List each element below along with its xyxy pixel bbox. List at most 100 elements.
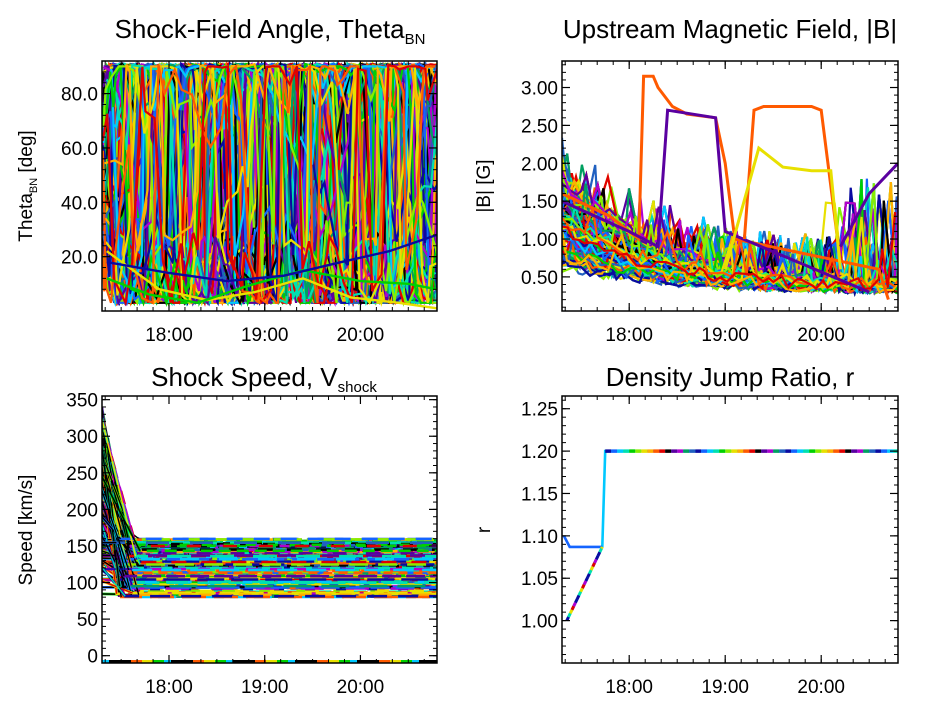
plot-frame-theta <box>101 60 438 312</box>
y-tick-label: 1.00 <box>521 230 558 251</box>
b-highlight-line <box>742 105 842 262</box>
theta-low-series-line <box>106 268 437 305</box>
speed-series-line <box>102 489 437 545</box>
y-tick-label: 1.15 <box>521 484 558 505</box>
y-tick-label: 1.05 <box>521 569 558 590</box>
b-highlight-line <box>839 162 898 248</box>
speed-ramp-line <box>102 459 140 595</box>
x-tick-label: 20:00 <box>797 325 845 346</box>
y-tick-label: 1.20 <box>521 442 558 463</box>
series-group-theta <box>102 61 437 310</box>
theta-series-line <box>102 62 437 304</box>
theta-series-line <box>103 61 437 304</box>
y-tick-label: 1.10 <box>521 527 558 548</box>
b-series-line <box>562 230 898 294</box>
chart-title-density: Density Jump Ratio, r <box>606 362 855 392</box>
y-tick-label: 0.50 <box>521 268 558 289</box>
x-tick-label: 19:00 <box>241 677 289 698</box>
speed-series-line <box>102 421 437 548</box>
x-tick-label: 18:00 <box>145 677 193 698</box>
plot-frame-density <box>561 395 899 664</box>
y-tick-label: 200 <box>66 500 98 521</box>
b-highlight-line <box>723 145 842 270</box>
theta-low-series-line <box>106 233 437 283</box>
x-tick-label: 19:00 <box>701 677 749 698</box>
y-tick-label: 150 <box>66 537 98 558</box>
y-tick-label: 300 <box>66 427 98 448</box>
speed-series-line <box>102 504 437 543</box>
x-tick-label: 18:00 <box>605 325 653 346</box>
axes-b: 18:00 19:00 20:00 0.50 1.00 1.50 2.00 2.50 3.00 <box>521 61 898 346</box>
speed-series-line <box>102 490 437 572</box>
speed-series-line <box>102 497 437 593</box>
y-tick-label: 60.0 <box>61 139 98 160</box>
speed-ramp-line <box>102 566 126 597</box>
x-tick-label: 19:00 <box>241 325 289 346</box>
y-tick-label: 1.00 <box>521 612 558 633</box>
y-tick-label: 2.50 <box>521 116 558 137</box>
series-group-b <box>562 74 898 301</box>
speed-series-line <box>102 461 437 547</box>
y-axis-label-density: r <box>474 526 495 533</box>
y-tick-label: 1.25 <box>521 400 558 421</box>
axes-speed: 18:00 19:00 20:00 0 50 100 150 200 250 300 350 <box>66 391 437 698</box>
speed-series-line <box>102 466 437 546</box>
speed-series-line <box>102 426 437 554</box>
speed-series-line <box>102 458 437 551</box>
speed-series-line <box>102 556 437 561</box>
y-axis-label-speed: Speed [km/s] <box>16 475 37 586</box>
y-axis-label-b: |B| [G] <box>474 159 495 212</box>
speed-series-line <box>102 451 437 549</box>
x-tick-label: 20:00 <box>797 677 845 698</box>
panel-theta-bn: Shock-Field Angle, ThetaBN 18:00 19:00 20:… <box>16 14 438 346</box>
speed-series-line <box>102 428 437 551</box>
speed-series-line <box>102 453 437 541</box>
speed-series-line <box>102 483 437 546</box>
axes-density: 18:00 19:00 20:00 1.00 1.05 1.10 1.15 1.20 1.25 <box>521 396 898 698</box>
axes-theta: 18:00 19:00 20:00 20.0 40.0 60.0 80.0 <box>61 60 437 346</box>
x-tick-label: 20:00 <box>337 677 385 698</box>
y-tick-label: 50 <box>77 610 98 631</box>
speed-series-line <box>102 509 437 541</box>
x-tick-label: 18:00 <box>145 325 193 346</box>
series-group-speed <box>102 407 437 663</box>
density-ramp-line <box>565 546 604 622</box>
y-tick-label: 3.00 <box>521 79 558 100</box>
speed-series-line <box>102 419 437 554</box>
speed-series-line <box>102 485 437 543</box>
y-tick-label: 350 <box>66 391 98 412</box>
speed-series-line <box>102 445 437 550</box>
y-tick-label: 2.00 <box>521 154 558 175</box>
density-ramp-line <box>565 546 604 622</box>
y-tick-label: 100 <box>66 574 98 595</box>
b-series-line <box>562 211 897 291</box>
y-tick-label: 1.50 <box>521 192 558 213</box>
chart-title-theta: Shock-Field Angle, ThetaBN <box>115 14 426 48</box>
speed-ramp-line <box>102 535 129 588</box>
x-tick-label: 18:00 <box>605 677 653 698</box>
speed-series-line <box>102 515 437 541</box>
y-tick-label: 250 <box>66 464 98 485</box>
chart-title-b: Upstream Magnetic Field, |B| <box>563 14 897 44</box>
chart-title-speed: Shock Speed, Vshock <box>151 362 377 396</box>
panel-shock-speed: Shock Speed, Vshock 18:00 19:00 20:00 0 50 10… <box>16 362 438 698</box>
density-series-line <box>562 535 603 549</box>
x-tick-label: 19:00 <box>701 325 749 346</box>
speed-series-line <box>102 466 437 549</box>
y-tick-label: 20.0 <box>61 248 98 269</box>
y-tick-label: 80.0 <box>61 85 98 106</box>
speed-series-line <box>102 419 437 558</box>
speed-series-line <box>102 513 437 541</box>
y-axis-label-theta: ThetaBN [deg] <box>16 130 40 241</box>
density-ramp-line <box>565 546 604 622</box>
density-series-line <box>565 449 898 622</box>
plot-frame-speed <box>101 395 438 664</box>
series-group-density <box>562 449 898 622</box>
theta-low-series-line <box>106 250 437 310</box>
panel-upstream-b: Upstream Magnetic Field, |B| 18:00 19:00 2… <box>474 14 899 346</box>
theta-series-line <box>102 63 437 307</box>
speed-series-line <box>102 475 437 547</box>
speed-ramp-line <box>102 490 130 571</box>
panel-density-jump: Density Jump Ratio, r 18:00 19:00 20:00 1.0… <box>474 362 899 698</box>
